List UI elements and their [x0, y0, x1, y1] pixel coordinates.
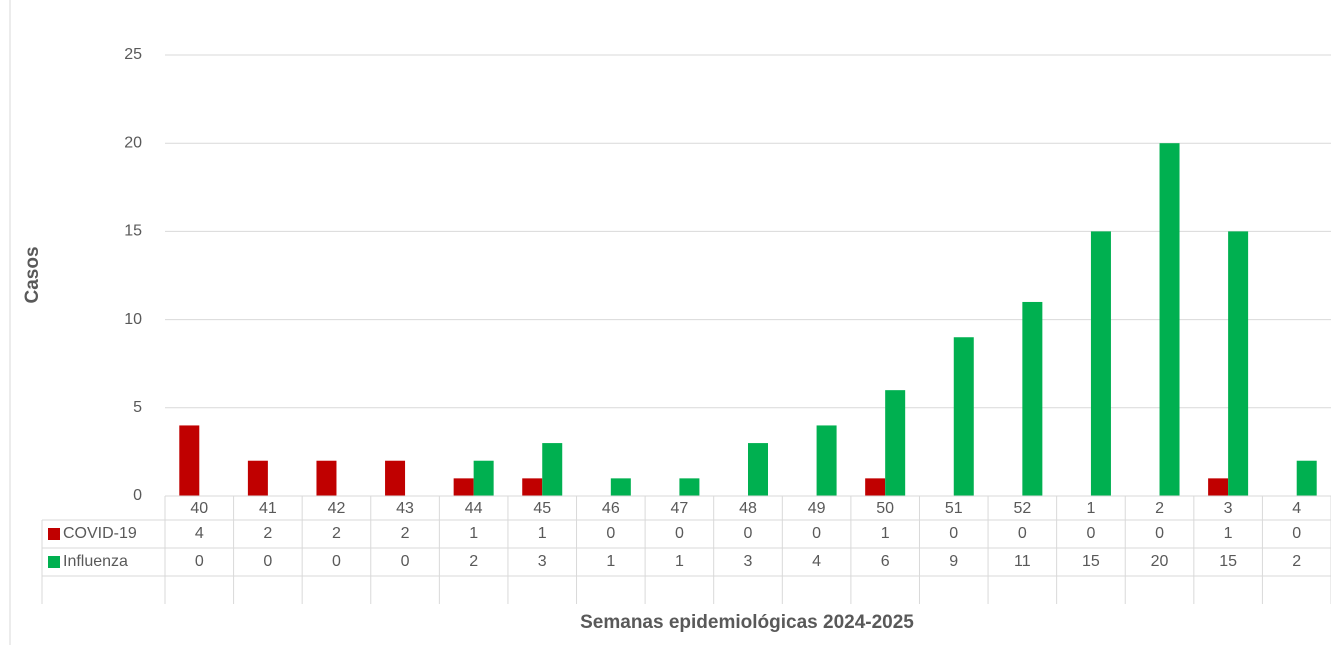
table-value: 9 — [949, 553, 958, 570]
table-value: 2 — [332, 525, 341, 542]
table-value: 11 — [1014, 553, 1031, 570]
x-axis-title: Semanas epidemiológicas 2024-2025 — [580, 612, 914, 633]
bar — [473, 460, 494, 496]
x-tick-label: 42 — [328, 500, 346, 517]
x-tick-label: 40 — [190, 500, 208, 517]
table-value: 4 — [812, 553, 821, 570]
legend-swatch — [48, 556, 60, 568]
table-value: 0 — [606, 525, 615, 542]
table-value: 0 — [263, 553, 272, 570]
x-tick-label: 52 — [1013, 500, 1031, 517]
bar — [953, 337, 974, 496]
y-tick-label: 25 — [124, 46, 142, 63]
bar — [542, 443, 563, 496]
legend-label: COVID-19 — [63, 525, 137, 542]
y-tick-label: 5 — [133, 399, 142, 416]
x-tick-label: 2 — [1155, 500, 1164, 517]
table-value: 0 — [401, 553, 410, 570]
table-value: 0 — [1086, 525, 1095, 542]
x-tick-label: 46 — [602, 500, 620, 517]
table-value: 1 — [606, 553, 615, 570]
bar — [610, 478, 631, 496]
table-value: 2 — [469, 553, 478, 570]
table-value: 2 — [401, 525, 410, 542]
bar — [1090, 231, 1111, 496]
table-value: 0 — [1018, 525, 1027, 542]
bar — [679, 478, 700, 496]
x-tick-label: 47 — [671, 500, 689, 517]
table-value: 0 — [1292, 525, 1301, 542]
x-tick-label: 1 — [1086, 500, 1095, 517]
table-value: 15 — [1219, 553, 1237, 570]
bar — [453, 478, 474, 496]
bar — [748, 443, 768, 496]
table-value: 0 — [675, 525, 684, 542]
table-value: 1 — [881, 525, 890, 542]
bar — [385, 460, 406, 496]
table-value: 6 — [881, 553, 890, 570]
y-tick-label: 10 — [124, 311, 142, 328]
y-tick-label: 20 — [124, 134, 142, 151]
x-tick-label: 48 — [739, 500, 757, 517]
bar — [1022, 301, 1043, 496]
table-value: 0 — [949, 525, 958, 542]
table-value: 15 — [1082, 553, 1100, 570]
bar — [816, 425, 837, 496]
table-value: 1 — [675, 553, 684, 570]
bar — [522, 478, 543, 496]
table-value: 3 — [744, 553, 753, 570]
legend-swatch — [48, 528, 60, 540]
bar — [865, 478, 886, 496]
table-value: 0 — [195, 553, 204, 570]
legend-label: Influenza — [63, 553, 128, 570]
table-value: 1 — [538, 525, 547, 542]
table-value: 0 — [1155, 525, 1164, 542]
table-value: 3 — [538, 553, 547, 570]
table-value: 0 — [812, 525, 821, 542]
bar — [247, 460, 268, 496]
x-tick-label: 44 — [465, 500, 483, 517]
bar — [1228, 231, 1249, 496]
table-value: 2 — [1292, 553, 1301, 570]
table-value: 0 — [332, 553, 341, 570]
table-value: 4 — [195, 525, 204, 542]
table-value: 0 — [744, 525, 753, 542]
x-tick-label: 49 — [808, 500, 826, 517]
y-axis-title: Casos — [22, 246, 43, 303]
x-tick-label: 4 — [1292, 500, 1301, 517]
x-tick-label: 3 — [1224, 500, 1233, 517]
table-value: 20 — [1151, 553, 1169, 570]
bar — [1208, 478, 1229, 496]
bar — [316, 460, 337, 496]
table-value: 2 — [263, 525, 272, 542]
bar — [1159, 143, 1180, 496]
y-tick-label: 0 — [133, 487, 142, 504]
bar — [885, 390, 906, 496]
x-tick-label: 51 — [945, 500, 963, 517]
table-value: 1 — [1224, 525, 1233, 542]
y-tick-label: 15 — [124, 223, 142, 240]
bar — [179, 425, 200, 496]
x-tick-label: 50 — [876, 500, 894, 517]
x-tick-label: 43 — [396, 500, 414, 517]
x-tick-label: 45 — [533, 500, 551, 517]
bar — [1296, 460, 1317, 496]
table-value: 1 — [469, 525, 478, 542]
x-tick-label: 41 — [259, 500, 277, 517]
